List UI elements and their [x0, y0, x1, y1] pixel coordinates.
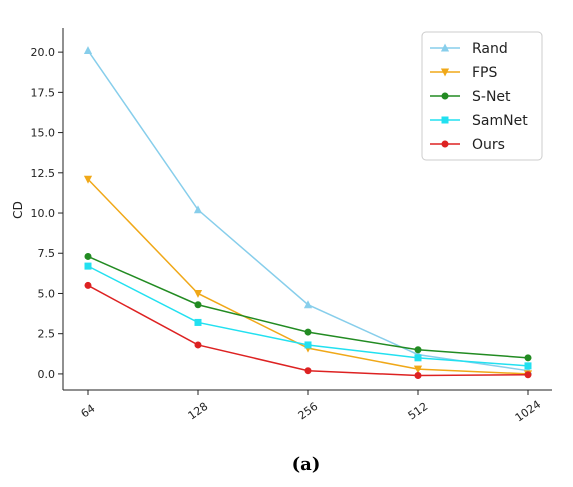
legend-label-s-net: S-Net: [472, 89, 511, 105]
x-tick-label: 128: [186, 400, 211, 423]
data-point-s-net: [304, 328, 312, 336]
legend: Rand FPS S-Net SamNet Ours: [421, 31, 543, 161]
data-point-rand: [83, 46, 93, 55]
legend-label-samnet: SamNet: [472, 113, 528, 129]
legend-marker-fps: [440, 68, 450, 77]
x-tick-label: 256: [296, 400, 321, 423]
data-point-rand: [303, 300, 313, 309]
data-point-ours: [194, 341, 202, 349]
data-point-fps: [193, 289, 203, 298]
legend-item-rand: Rand: [430, 41, 508, 57]
legend-item-ours: Ours: [430, 137, 505, 153]
data-point-rand: [193, 205, 203, 214]
legend-marker-rand: [440, 43, 450, 52]
x-tick-label: 512: [406, 400, 431, 423]
data-point-s-net: [414, 346, 422, 354]
data-point-s-net: [194, 301, 202, 309]
legend-label-rand: Rand: [472, 41, 508, 57]
y-tick-label: 5.0: [38, 287, 56, 300]
data-point-samnet: [414, 354, 422, 362]
legend-item-fps: FPS: [430, 65, 497, 81]
x-axis-ticks: 64 128 256 512 1024: [79, 390, 543, 425]
legend-item-samnet: SamNet: [430, 113, 528, 129]
y-tick-label: 12.5: [31, 167, 56, 180]
data-point-samnet: [304, 341, 312, 349]
series-ours: [84, 281, 532, 380]
data-point-fps: [83, 175, 93, 184]
y-axis-label: CD: [11, 201, 25, 219]
data-point-ours: [414, 372, 422, 380]
x-tick-label: 1024: [513, 398, 543, 425]
legend-marker-s-net: [441, 92, 449, 100]
y-tick-label: 0.0: [38, 368, 56, 381]
y-tick-label: 7.5: [38, 247, 56, 260]
y-tick-label: 20.0: [31, 46, 56, 59]
data-point-ours: [524, 371, 532, 379]
data-point-s-net: [524, 354, 532, 362]
y-tick-label: 15.0: [31, 127, 56, 140]
y-tick-label: 2.5: [38, 328, 56, 341]
y-tick-label: 10.0: [31, 207, 56, 220]
data-point-ours: [84, 281, 92, 289]
data-point-ours: [304, 367, 312, 375]
legend-label-fps: FPS: [472, 65, 497, 81]
legend-marker-ours: [441, 140, 449, 148]
x-tick-label: 64: [79, 402, 98, 421]
series-samnet: [84, 262, 532, 370]
data-point-samnet: [194, 318, 202, 326]
y-axis-ticks: 0.0 2.5 5.0 7.5 10.0 12.5 15.0 17.5 20.0: [31, 46, 63, 381]
legend-label-ours: Ours: [472, 137, 505, 153]
y-tick-label: 17.5: [31, 86, 56, 99]
data-point-s-net: [84, 252, 92, 260]
data-point-samnet: [524, 362, 532, 370]
series-group: [83, 46, 533, 380]
data-point-fps: [413, 365, 423, 374]
figure-caption: (a): [292, 454, 321, 475]
legend-frame: [421, 31, 543, 161]
series-s-net: [84, 252, 532, 362]
data-point-samnet: [84, 262, 92, 270]
legend-marker-samnet: [441, 116, 449, 124]
legend-item-s-net: S-Net: [430, 89, 511, 105]
